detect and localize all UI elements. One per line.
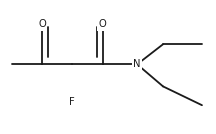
Text: F: F	[70, 97, 75, 107]
Text: O: O	[99, 19, 106, 29]
Text: O: O	[38, 19, 46, 29]
Text: N: N	[133, 59, 141, 69]
